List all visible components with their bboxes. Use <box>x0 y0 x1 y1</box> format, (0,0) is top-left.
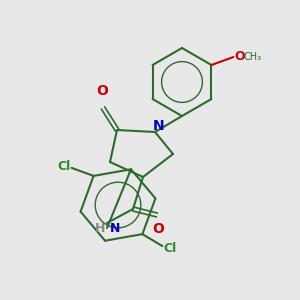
Text: N: N <box>110 221 120 235</box>
Text: CH₃: CH₃ <box>243 52 262 62</box>
Text: O: O <box>234 50 245 64</box>
Text: O: O <box>152 222 164 236</box>
Text: O: O <box>96 84 108 98</box>
Text: Cl: Cl <box>57 160 70 173</box>
Text: N: N <box>153 119 165 133</box>
Text: Cl: Cl <box>164 242 177 255</box>
Text: H: H <box>94 221 105 235</box>
